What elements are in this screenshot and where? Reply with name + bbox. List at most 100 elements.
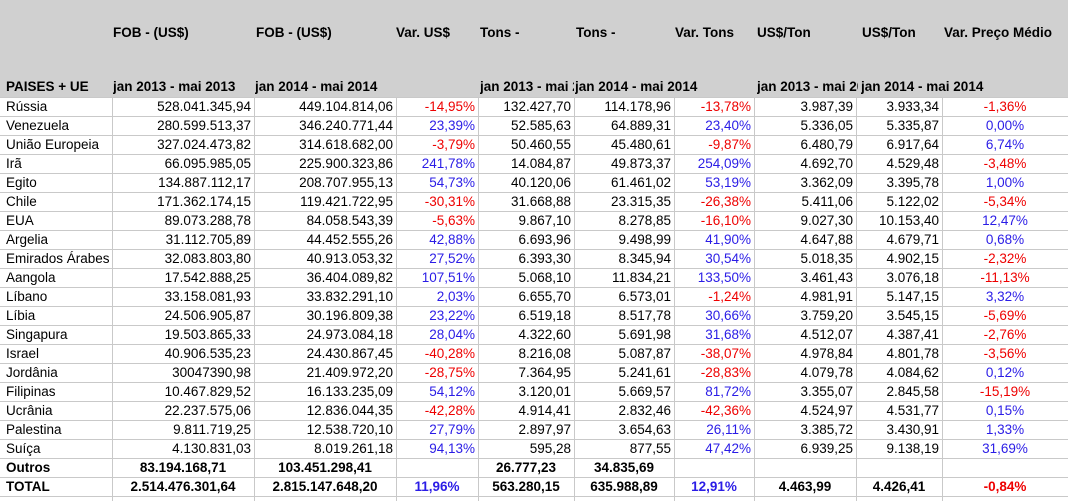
cell-ust14[interactable]: 10.153,40 (878, 213, 939, 228)
cell-fob13[interactable]: 66.095.985,05 (164, 156, 251, 171)
cell-tons13[interactable]: 6.693,96 (518, 232, 571, 247)
cell-var-tons[interactable]: 31,68% (705, 327, 751, 342)
cell-ust13[interactable]: 3.355,07 (800, 384, 853, 399)
cell-var-usd[interactable]: 54,12% (429, 384, 475, 399)
cell-tons13[interactable]: 6.393,30 (518, 251, 571, 266)
cell-tons13[interactable]: 40.120,06 (510, 175, 571, 190)
cell-tons13[interactable]: 2.897,97 (518, 422, 571, 437)
cell-tons13[interactable]: 52.585,63 (510, 118, 571, 133)
header-top-tons13[interactable]: Tons - (480, 25, 520, 40)
cell-var-preco[interactable] (942, 458, 1068, 477)
cell-tons14[interactable]: 5.087,87 (618, 346, 671, 361)
cell-fob14[interactable]: 24.973.084,18 (306, 327, 393, 342)
cell-var-usd[interactable]: 23,22% (429, 308, 475, 323)
cell-country[interactable]: TOTAL (6, 479, 50, 494)
cell-var-usd[interactable]: -28,75% (424, 365, 475, 380)
header-bottom-ust14[interactable]: jan 2014 - mai 2014 (861, 79, 984, 94)
cell-fob14[interactable]: 8.019.261,18 (314, 441, 393, 456)
cell-ust14[interactable]: 9.138,19 (886, 441, 939, 456)
cell-var-tons[interactable]: 41,90% (705, 232, 751, 247)
cell-var-tons[interactable]: -42,36% (700, 403, 751, 418)
cell-var-usd[interactable]: -40,28% (424, 346, 475, 361)
cell-tons14[interactable]: 877,55 (629, 441, 671, 456)
cell-fob13[interactable]: 2.514.476.301,64 (130, 479, 236, 494)
cell-tons13[interactable]: 6.519,18 (518, 308, 571, 323)
cell-ust14[interactable]: 5.122,02 (886, 194, 939, 209)
cell-ust14[interactable]: 4.387,41 (886, 327, 939, 342)
cell-fob14[interactable]: 12.538.720,10 (306, 422, 393, 437)
cell-var-tons[interactable] (674, 458, 754, 477)
cell-ust14[interactable]: 4.084,62 (886, 365, 939, 380)
cell-fob13[interactable]: 10.467.829,52 (164, 384, 251, 399)
cell-country[interactable]: Aangola (6, 270, 56, 285)
header-top-tons14[interactable]: Tons - (576, 25, 616, 40)
cell-var-tons[interactable]: -38,07% (700, 346, 751, 361)
cell-var-preco[interactable]: -0,84% (983, 479, 1027, 494)
cell-var-usd[interactable]: 107,51% (421, 270, 475, 285)
cell-ust13[interactable]: 5.018,35 (800, 251, 853, 266)
header-top-var-tons[interactable]: Var. Tons (675, 25, 735, 40)
cell-fob13[interactable]: 19.503.865,33 (164, 327, 251, 342)
cell-tons14[interactable]: 49.873,37 (610, 156, 671, 171)
cell-var-preco[interactable]: 1,00% (985, 175, 1025, 190)
cell-country[interactable]: Irã (6, 156, 22, 171)
cell-country[interactable]: Singapura (6, 327, 68, 342)
cell-ust13[interactable]: 3.461,43 (800, 270, 853, 285)
cell-tons14[interactable]: 3.654,63 (618, 422, 671, 437)
cell-ust13[interactable]: 4.463,99 (778, 479, 832, 494)
cell-var-preco[interactable]: -5,34% (983, 194, 1027, 209)
cell-fob13[interactable]: 83.194.168,71 (139, 460, 227, 475)
cell-ust14[interactable] (856, 458, 942, 477)
header-paises[interactable]: PAISES + UE (6, 79, 89, 94)
cell-var-usd[interactable]: -42,28% (424, 403, 475, 418)
cell-var-preco[interactable]: -5,69% (983, 308, 1027, 323)
cell-country[interactable]: Outros (6, 460, 51, 475)
cell-ust14[interactable]: 4.679,71 (886, 232, 939, 247)
cell-var-usd[interactable]: -5,63% (432, 213, 475, 228)
cell-var-tons[interactable]: -16,10% (700, 213, 751, 228)
cell-tons14[interactable]: 34.835,69 (593, 460, 655, 475)
cell-country[interactable]: Ucrânia (6, 403, 53, 418)
cell-ust14[interactable]: 4.801,78 (886, 346, 939, 361)
cell-tons13[interactable]: 50.460,55 (510, 137, 571, 152)
cell-tons13[interactable]: 595,28 (529, 441, 571, 456)
header-bottom-fob14[interactable]: jan 2014 - mai 2014 (255, 79, 378, 94)
cell-country[interactable]: União Europeia (6, 137, 100, 152)
header-top-ust14[interactable]: US$/Ton (862, 25, 916, 40)
cell-tons13[interactable]: 9.867,10 (518, 213, 571, 228)
cell-tons14[interactable]: 5.241,61 (618, 365, 671, 380)
cell-fob14[interactable]: 449.104.814,06 (299, 99, 393, 114)
header-bottom-tons14[interactable]: jan 2014 - mai 2014 (575, 79, 698, 94)
cell-tons13[interactable]: 8.216,08 (518, 346, 571, 361)
cell-var-tons[interactable]: 133,50% (697, 270, 751, 285)
cell-var-tons[interactable]: 26,11% (706, 422, 751, 437)
cell-ust14[interactable]: 3.933,34 (886, 99, 939, 114)
cell-fob13[interactable]: 528.041.345,94 (157, 99, 251, 114)
cell-tons14[interactable]: 8.517,78 (618, 308, 671, 323)
cell-fob14[interactable]: 2.815.147.648,20 (272, 479, 378, 494)
header-bottom-ust13[interactable]: jan 2013 - mai 2013 (757, 79, 858, 94)
cell-tons13[interactable]: 26.777,23 (495, 460, 557, 475)
cell-tons13[interactable]: 7.364,95 (518, 365, 571, 380)
cell-ust14[interactable]: 4.529,48 (886, 156, 939, 171)
cell-var-preco[interactable]: -2,32% (983, 251, 1027, 266)
cell-fob14[interactable]: 119.421.722,95 (300, 194, 393, 209)
cell-var-tons[interactable]: -13,78% (700, 99, 751, 114)
cell-var-tons[interactable]: 23,40% (705, 118, 751, 133)
cell-var-preco[interactable]: 12,47% (982, 213, 1028, 228)
cell-var-usd[interactable]: 23,39% (429, 118, 475, 133)
cell-var-preco[interactable]: 0,15% (985, 403, 1025, 418)
cell-var-preco[interactable]: -15,19% (979, 384, 1031, 399)
cell-fob14[interactable]: 24.430.867,45 (306, 346, 393, 361)
cell-var-usd[interactable]: 11,96% (414, 479, 460, 494)
cell-tons14[interactable]: 11.834,21 (611, 270, 671, 285)
header-top-var-preco[interactable]: Var. Preço Médio (944, 25, 1053, 40)
cell-ust13[interactable]: 6.939,25 (800, 441, 853, 456)
cell-ust14[interactable]: 5.147,15 (886, 289, 939, 304)
cell-var-preco[interactable]: -3,56% (983, 346, 1027, 361)
cell-tons13[interactable]: 5.068,10 (518, 270, 571, 285)
cell-tons13[interactable]: 14.084,87 (510, 156, 571, 171)
cell-fob14[interactable]: 33.832.291,10 (306, 289, 393, 304)
cell-country[interactable]: Líbia (6, 308, 36, 323)
cell-fob13[interactable]: 24.506.905,87 (164, 308, 251, 323)
